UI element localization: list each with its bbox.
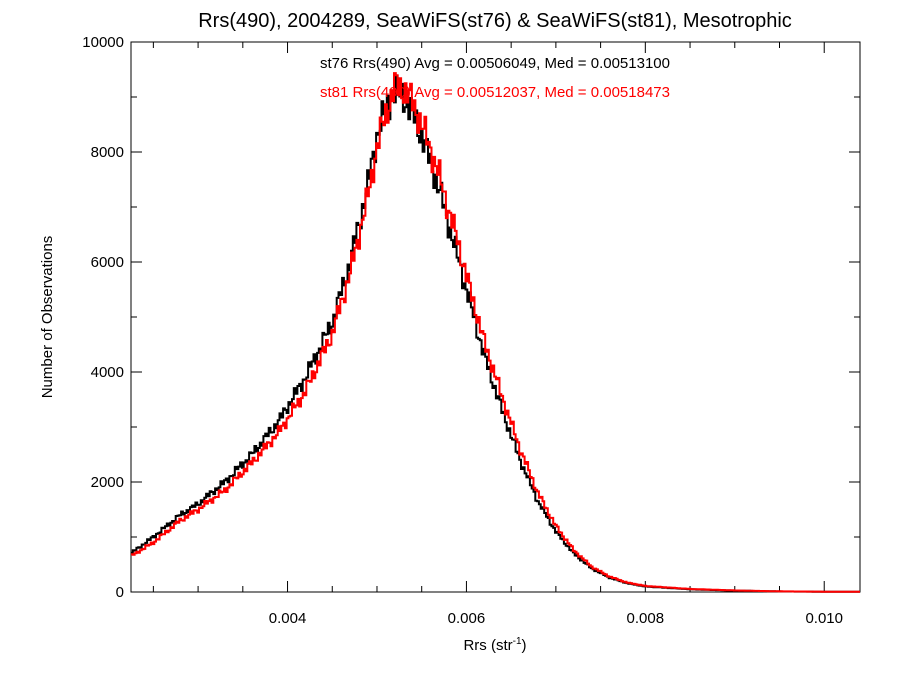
y-tick-labels: 0 2000 4000 6000 8000 10000 [82,34,124,601]
y-tick-label: 0 [116,584,124,601]
x-tick-label: 0.004 [269,610,307,627]
series-group [131,72,860,593]
annotation-st76: st76 Rrs(490) Avg = 0.00506049, Med = 0.… [320,55,670,72]
plot-frame [130,41,861,593]
y-tick-label: 10000 [82,34,124,51]
y-axis-label: Number of Observations [39,236,56,399]
x-tick-label: 0.006 [448,610,486,627]
series-line-st76 [131,74,860,593]
x-axis-label-superscript: -1 [513,636,522,647]
x-tick-labels: 0.004 0.006 0.008 0.010 [269,610,843,627]
x-axis-label: Rrs (str-1) [463,636,526,654]
chart-title: Rrs(490), 2004289, SeaWiFS(st76) & SeaWi… [198,10,792,32]
y-tick-label: 4000 [91,364,124,381]
series-line-st81 [131,72,860,593]
y-tick-label: 2000 [91,474,124,491]
axis-ticks [131,41,860,593]
y-tick-label: 6000 [91,254,124,271]
x-axis-label-main: Rrs (str [463,637,512,654]
x-axis-label-close: ) [522,637,527,654]
y-tick-label: 8000 [91,144,124,161]
x-tick-label: 0.008 [627,610,665,627]
x-tick-label: 0.010 [805,610,843,627]
annotation-st81: st81 Rrs(490) Avg = 0.00512037, Med = 0.… [320,84,670,101]
